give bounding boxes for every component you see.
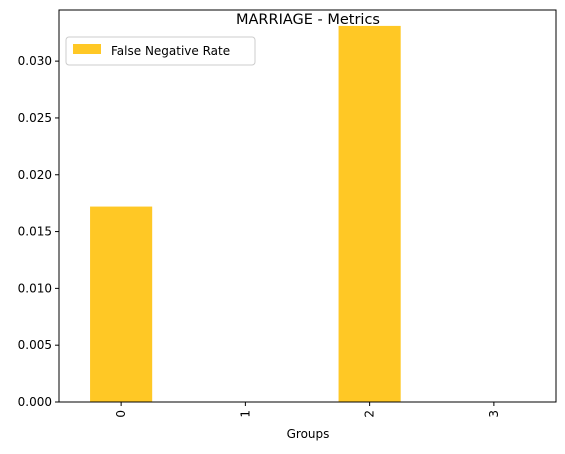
y-tick-label: 0.015 (18, 225, 52, 239)
chart-title: MARRIAGE - Metrics (236, 12, 380, 28)
bars-layer (90, 25, 401, 402)
y-tick-label: 0.020 (18, 168, 52, 182)
plot-frame (58, 9, 557, 403)
legend: False Negative Rate (65, 36, 256, 66)
y-tick-label: 0.000 (18, 395, 52, 409)
x-tick-label: 2 (363, 410, 377, 418)
x-tick-label: 3 (487, 410, 501, 418)
y-tick-label: 0.025 (18, 111, 52, 125)
legend-label: False Negative Rate (111, 44, 230, 58)
y-tick-label: 0.005 (18, 338, 52, 352)
y-tick-label: 0.010 (18, 281, 52, 295)
x-tick-label: 0 (114, 410, 128, 418)
axis-ticks: 0 1 2 3 0.000 0.005 0.010 0.015 0.020 0.025 0.030 (18, 54, 501, 418)
legend-swatch (73, 44, 101, 54)
x-tick-label: 1 (238, 410, 252, 418)
y-tick-label: 0.030 (18, 54, 52, 68)
bar-2 (338, 25, 401, 402)
bar-0 (90, 206, 153, 402)
x-axis-label: Groups (287, 427, 330, 441)
legend-box (65, 36, 256, 66)
